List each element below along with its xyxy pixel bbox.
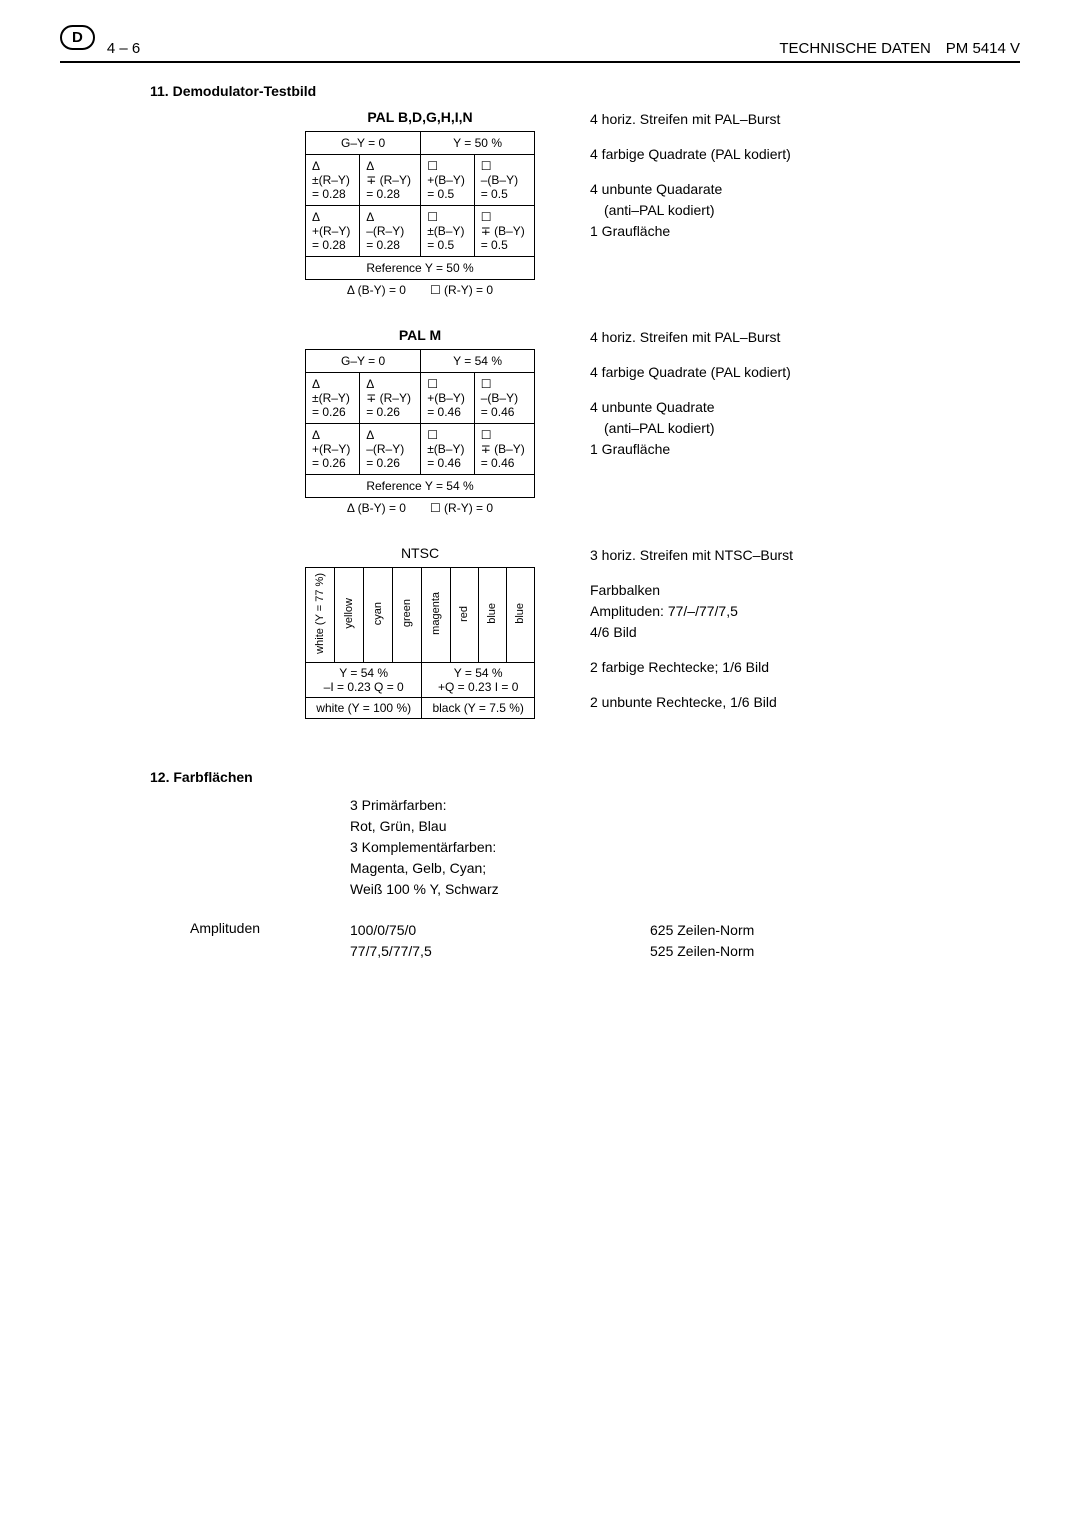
table-cell: Δ∓ (R–Y)= 0.26 bbox=[360, 373, 421, 424]
table-cell: ☐±(B–Y)= 0.46 bbox=[421, 424, 475, 475]
table-ref-row: Reference Y = 50 % bbox=[306, 257, 535, 280]
section-12-body: 3 Primärfarben: Rot, Grün, Blau 3 Komple… bbox=[350, 795, 1020, 900]
ntsc-table: white (Y = 77 %) yellow cyan green magen… bbox=[305, 567, 535, 719]
amplituden-desc: 625 Zeilen-Norm 525 Zeilen-Norm bbox=[650, 920, 754, 962]
desc-line: 3 horiz. Streifen mit NTSC–Burst bbox=[590, 545, 793, 566]
table-ref-row: Reference Y = 54 % bbox=[306, 475, 535, 498]
desc-line: 1 Graufläche bbox=[590, 221, 791, 242]
table-header: G–Y = 0 bbox=[306, 350, 421, 373]
table-header: G–Y = 0 bbox=[306, 132, 421, 155]
desc-line: 4 farbige Quadrate (PAL kodiert) bbox=[590, 362, 791, 383]
pal-m-title: PAL M bbox=[290, 327, 550, 343]
table-cell: ☐∓ (B–Y)= 0.5 bbox=[474, 206, 534, 257]
amp-desc-line: 525 Zeilen-Norm bbox=[650, 941, 754, 962]
table-cell: Δ∓ (R–Y)= 0.28 bbox=[360, 155, 421, 206]
pal-bdghin-title: PAL B,D,G,H,I,N bbox=[290, 109, 550, 125]
table-cell: ☐+(B–Y)= 0.46 bbox=[421, 373, 475, 424]
amp-value: 77/7,5/77/7,5 bbox=[350, 941, 550, 962]
amp-desc-line: 625 Zeilen-Norm bbox=[650, 920, 754, 941]
ntsc-bar: cyan bbox=[364, 568, 393, 663]
table-cell: Δ+(R–Y)= 0.28 bbox=[306, 206, 360, 257]
ntsc-row2-right: Y = 54 %+Q = 0.23 I = 0 bbox=[422, 663, 535, 698]
section-11-title: 11. Demodulator-Testbild bbox=[150, 83, 1020, 99]
ntsc-bar: white (Y = 77 %) bbox=[306, 568, 335, 663]
body-line: 3 Primärfarben: bbox=[350, 795, 1020, 816]
desc-line: 2 unbunte Rechtecke, 1/6 Bild bbox=[590, 692, 793, 713]
desc-line: 4 horiz. Streifen mit PAL–Burst bbox=[590, 327, 791, 348]
desc-line: 4/6 Bild bbox=[590, 622, 793, 643]
language-badge: D bbox=[60, 25, 95, 50]
table-cell: Δ±(R–Y)= 0.28 bbox=[306, 155, 360, 206]
table-cell: ☐∓ (B–Y)= 0.46 bbox=[474, 424, 534, 475]
table-cell: ☐–(B–Y)= 0.5 bbox=[474, 155, 534, 206]
desc-line: 1 Graufläche bbox=[590, 439, 791, 460]
desc-line: Farbbalken bbox=[590, 580, 793, 601]
desc-line: Amplituden: 77/–/77/7,5 bbox=[590, 601, 793, 622]
ntsc-bar: blue bbox=[506, 568, 534, 663]
desc-line: 4 unbunte Quadrate bbox=[590, 397, 791, 418]
table-cell: ☐–(B–Y)= 0.46 bbox=[474, 373, 534, 424]
desc-line: (anti–PAL kodiert) bbox=[590, 200, 791, 221]
pal-m-diagram: PAL M G–Y = 0 Y = 54 % Δ±(R–Y)= 0.26 Δ∓ … bbox=[290, 327, 550, 515]
pal-bdghin-desc: 4 horiz. Streifen mit PAL–Burst 4 farbig… bbox=[590, 109, 791, 242]
body-line: 3 Komplementärfarben: bbox=[350, 837, 1020, 858]
ntsc-bar: blue bbox=[478, 568, 506, 663]
table-header: Y = 50 % bbox=[421, 132, 535, 155]
pal-m-table: G–Y = 0 Y = 54 % Δ±(R–Y)= 0.26 Δ∓ (R–Y)=… bbox=[305, 349, 535, 498]
amplituden-row: Amplituden 100/0/75/0 77/7,5/77/7,5 625 … bbox=[60, 920, 1020, 962]
pal-bdghin-diagram: PAL B,D,G,H,I,N G–Y = 0 Y = 50 % Δ±(R–Y)… bbox=[290, 109, 550, 297]
section-12-title: 12. Farbflächen bbox=[150, 769, 1020, 785]
desc-line: 4 farbige Quadrate (PAL kodiert) bbox=[590, 144, 791, 165]
ntsc-row3-left: white (Y = 100 %) bbox=[306, 698, 422, 719]
ntsc-row2-left: Y = 54 %–I = 0.23 Q = 0 bbox=[306, 663, 422, 698]
table-cell: ☐±(B–Y)= 0.5 bbox=[421, 206, 475, 257]
amp-value: 100/0/75/0 bbox=[350, 920, 550, 941]
page-number: 4 – 6 bbox=[107, 40, 140, 57]
body-line: Weiß 100 % Y, Schwarz bbox=[350, 879, 1020, 900]
pal-m-footer: Δ (B-Y) = 0 ☐ (R-Y) = 0 bbox=[290, 501, 550, 515]
header-right: TECHNISCHE DATEN PM 5414 V bbox=[779, 40, 1020, 57]
table-header: Y = 54 % bbox=[421, 350, 535, 373]
pal-bdghin-footer: Δ (B-Y) = 0 ☐ (R-Y) = 0 bbox=[290, 283, 550, 297]
ntsc-bar: red bbox=[450, 568, 478, 663]
ntsc-row3-right: black (Y = 7.5 %) bbox=[422, 698, 535, 719]
table-cell: Δ–(R–Y)= 0.26 bbox=[360, 424, 421, 475]
desc-line: 2 farbige Rechtecke; 1/6 Bild bbox=[590, 657, 793, 678]
ntsc-bar: magenta bbox=[422, 568, 450, 663]
body-line: Magenta, Gelb, Cyan; bbox=[350, 858, 1020, 879]
pal-m-desc: 4 horiz. Streifen mit PAL–Burst 4 farbig… bbox=[590, 327, 791, 460]
pal-bdghin-table: G–Y = 0 Y = 50 % Δ±(R–Y)= 0.28 Δ∓ (R–Y)=… bbox=[305, 131, 535, 280]
table-cell: Δ±(R–Y)= 0.26 bbox=[306, 373, 360, 424]
amplituden-label: Amplituden bbox=[190, 920, 350, 962]
ntsc-diagram: NTSC white (Y = 77 %) yellow cyan green … bbox=[290, 545, 550, 719]
ntsc-bar: yellow bbox=[335, 568, 364, 663]
amplituden-values: 100/0/75/0 77/7,5/77/7,5 bbox=[350, 920, 550, 962]
table-cell: Δ–(R–Y)= 0.28 bbox=[360, 206, 421, 257]
page-header: D 4 – 6 TECHNISCHE DATEN PM 5414 V bbox=[60, 40, 1020, 63]
desc-line: 4 horiz. Streifen mit PAL–Burst bbox=[590, 109, 791, 130]
desc-line: (anti–PAL kodiert) bbox=[590, 418, 791, 439]
ntsc-bar: green bbox=[393, 568, 422, 663]
ntsc-title: NTSC bbox=[290, 545, 550, 561]
table-cell: Δ+(R–Y)= 0.26 bbox=[306, 424, 360, 475]
desc-line: 4 unbunte Quadarate bbox=[590, 179, 791, 200]
body-line: Rot, Grün, Blau bbox=[350, 816, 1020, 837]
ntsc-desc: 3 horiz. Streifen mit NTSC–Burst Farbbal… bbox=[590, 545, 793, 713]
table-cell: ☐+(B–Y)= 0.5 bbox=[421, 155, 475, 206]
